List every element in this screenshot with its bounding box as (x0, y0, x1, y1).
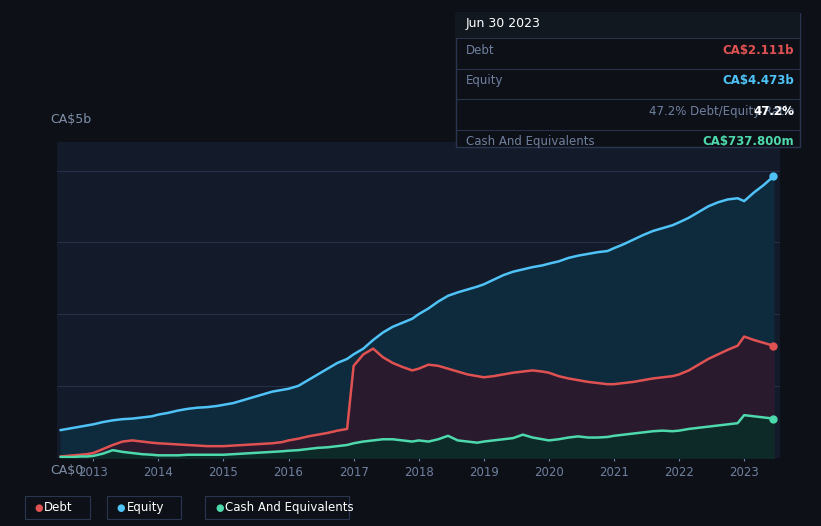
Text: ●: ● (34, 502, 43, 513)
Text: Cash And Equivalents: Cash And Equivalents (225, 501, 354, 514)
Text: Debt: Debt (44, 501, 73, 514)
Text: ●: ● (117, 502, 125, 513)
Text: CA$2.111b: CA$2.111b (722, 44, 794, 57)
Text: CA$4.473b: CA$4.473b (722, 74, 794, 87)
Text: ●: ● (215, 502, 223, 513)
Text: CA$5b: CA$5b (50, 113, 91, 126)
Text: Cash And Equivalents: Cash And Equivalents (466, 135, 594, 148)
Text: CA$0: CA$0 (50, 464, 84, 477)
Text: Debt: Debt (466, 44, 494, 57)
Text: CA$737.800m: CA$737.800m (702, 135, 794, 148)
Text: 47.2% Debt/Equity Ratio: 47.2% Debt/Equity Ratio (649, 105, 794, 118)
Text: Jun 30 2023: Jun 30 2023 (466, 17, 540, 30)
Text: Equity: Equity (466, 74, 503, 87)
Text: Equity: Equity (126, 501, 164, 514)
Text: 47.2%: 47.2% (753, 105, 794, 118)
